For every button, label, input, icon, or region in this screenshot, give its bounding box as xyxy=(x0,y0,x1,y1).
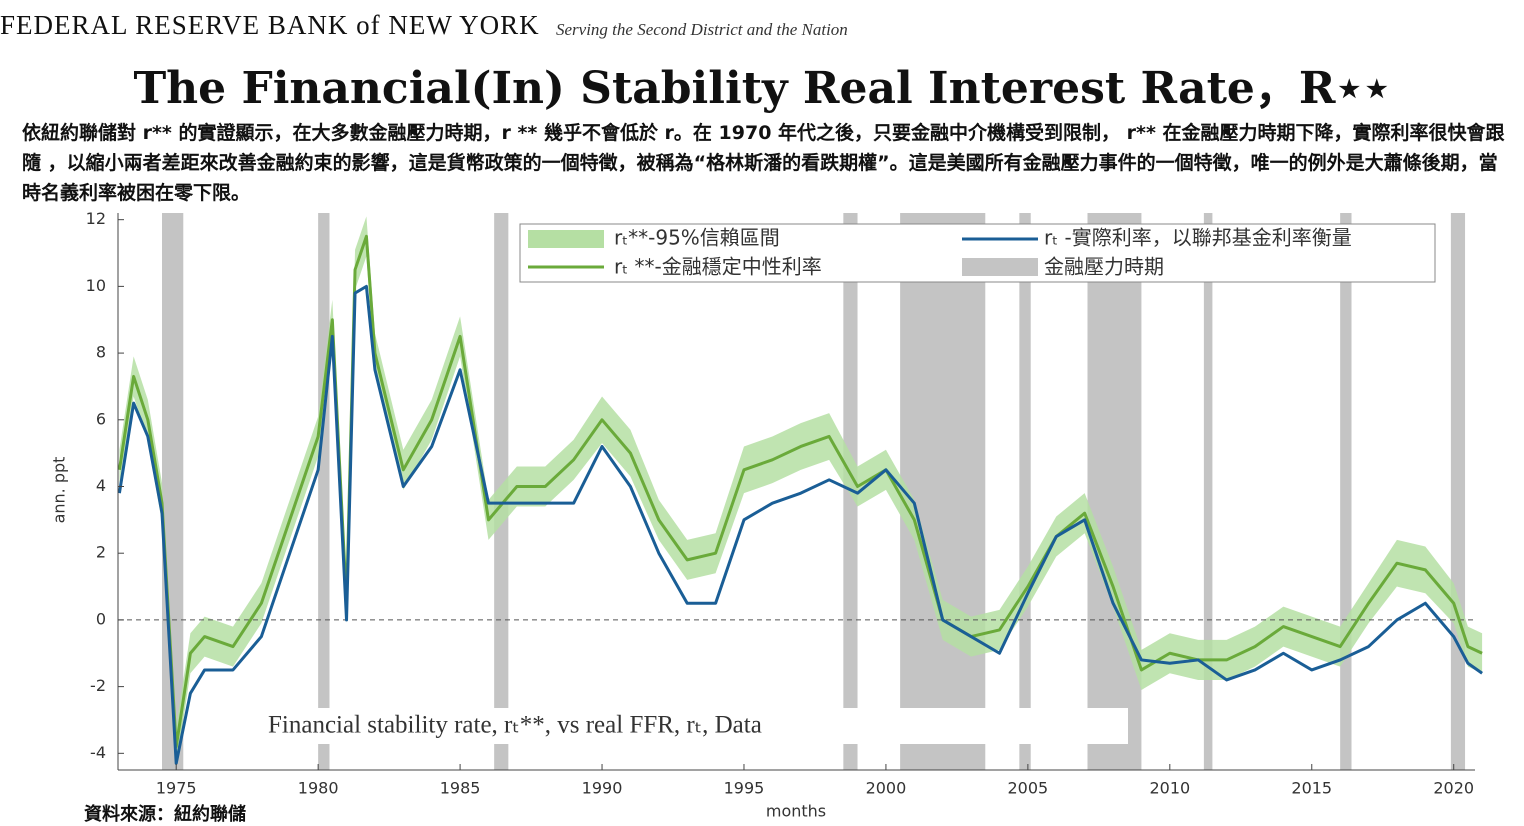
x-tick-label: 1995 xyxy=(724,779,765,798)
x-tick-label: 1985 xyxy=(440,779,481,798)
legend-label: rₜ**-95%信賴區間 xyxy=(614,226,780,250)
y-tick-label: 4 xyxy=(96,476,106,495)
y-tick-label: 2 xyxy=(96,543,106,562)
y-tick-label: 12 xyxy=(86,209,106,228)
y-tick-label: -4 xyxy=(90,743,106,762)
stress-period xyxy=(318,213,330,770)
annotation-bg xyxy=(262,708,1128,744)
org-name: FEDERAL RESERVE BANK of NEW YORK xyxy=(0,10,540,40)
x-tick-label: 1975 xyxy=(156,779,197,798)
stress-period xyxy=(1203,213,1213,770)
y-axis-label: ann. ppt xyxy=(50,457,69,524)
series-line xyxy=(117,284,1483,765)
stress-period xyxy=(1087,213,1142,770)
x-tick-label: 2000 xyxy=(866,779,907,798)
legend-swatch xyxy=(962,258,1038,276)
source: 資料來源：紐約聯儲 xyxy=(84,804,246,825)
title: The Financial(In) Stability Real Interes… xyxy=(133,63,1391,114)
legend-label: rₜ -實際利率，以聯邦基金利率衡量 xyxy=(1044,226,1352,250)
stress-period xyxy=(1340,213,1352,770)
confidence-band xyxy=(119,216,1483,767)
stress-period xyxy=(1019,213,1031,770)
y-tick-label: 0 xyxy=(96,609,106,628)
stress-period xyxy=(1450,213,1466,770)
y-tick-label: 6 xyxy=(96,409,106,428)
x-tick-label: 2015 xyxy=(1291,779,1332,798)
stress-period xyxy=(900,213,986,770)
y-tick-label: -2 xyxy=(90,676,106,695)
tagline: Serving the Second District and the Nati… xyxy=(556,20,848,39)
x-tick-label: 2010 xyxy=(1149,779,1190,798)
y-tick-label: 8 xyxy=(96,343,106,362)
legend-swatch xyxy=(528,230,604,248)
legend-label: rₜ **-金融穩定中性利率 xyxy=(614,255,822,279)
annotation: Financial stability rate, rₜ**, vs real … xyxy=(268,712,762,739)
x-tick-label: 1980 xyxy=(298,779,339,798)
y-tick-label: 10 xyxy=(86,276,106,295)
description: 依紐約聯儲對 r** 的實證顯示，在大多數金融壓力時期，r ** 幾乎不會低於 … xyxy=(22,122,1505,204)
x-tick-label: 1990 xyxy=(582,779,623,798)
x-tick-label: 2020 xyxy=(1433,779,1474,798)
legend-label: 金融壓力時期 xyxy=(1044,255,1164,279)
x-tick-label: 2005 xyxy=(1008,779,1049,798)
series-line xyxy=(117,234,1483,749)
x-axis-label: months xyxy=(766,802,826,821)
